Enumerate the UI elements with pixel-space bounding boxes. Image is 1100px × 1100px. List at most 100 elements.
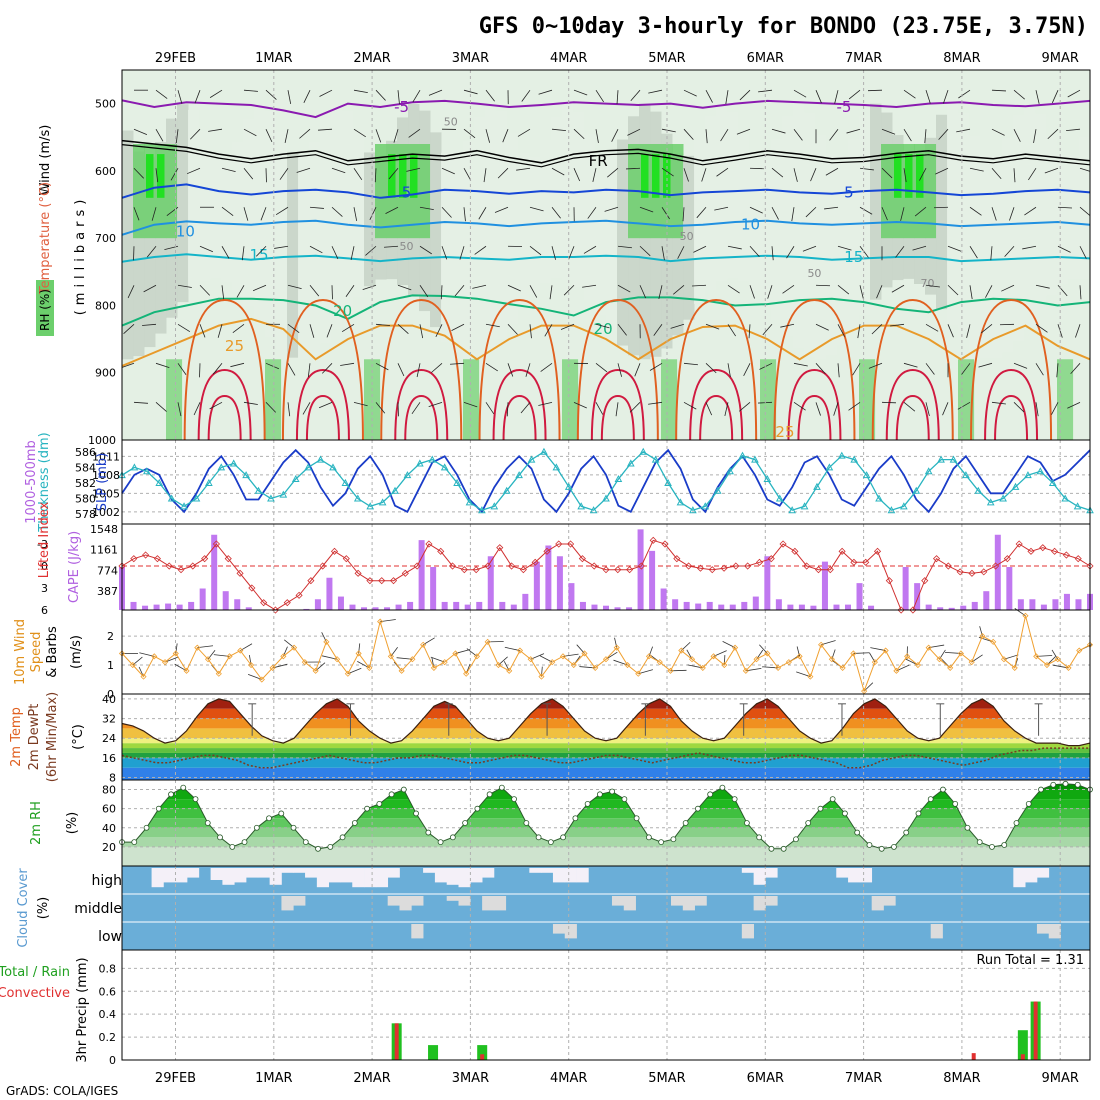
wind-barb <box>517 128 531 137</box>
wind-barb <box>891 284 905 293</box>
wind-barb <box>683 401 697 410</box>
cape-bar <box>1029 599 1036 610</box>
wind-barb <box>727 245 742 250</box>
wind-barb <box>727 284 740 294</box>
thickness-point <box>602 494 610 502</box>
wind-barb <box>236 285 245 298</box>
thickness-point <box>1011 482 1020 490</box>
wind-barb <box>802 245 817 252</box>
rh-cell <box>485 103 497 352</box>
lifted-index-point <box>307 577 315 585</box>
cape-bar <box>337 596 344 610</box>
lifted-index-point <box>425 540 433 548</box>
wind-speed-point <box>828 656 835 663</box>
tick-label: 578 <box>75 508 96 521</box>
wind-barb <box>573 401 587 409</box>
lifted-index-point <box>708 566 716 574</box>
cloud-cell <box>458 896 471 906</box>
wind-barb <box>617 245 632 249</box>
wind-speed-point <box>463 670 470 677</box>
wind-barb <box>749 285 755 299</box>
wind-barb <box>331 206 343 217</box>
wind-barb <box>1001 284 1015 292</box>
wind-barb <box>175 129 179 144</box>
tick-label: 1002 <box>92 506 120 519</box>
rh-point <box>266 815 272 822</box>
wind-barb <box>627 128 641 136</box>
rh-axis-label: (%) <box>65 812 80 835</box>
thickness-point <box>999 494 1007 502</box>
wind-barb <box>859 246 869 258</box>
wind-barb <box>230 362 245 368</box>
rh-cell <box>606 156 618 332</box>
cloud-cell <box>222 868 235 885</box>
wind-barb <box>551 206 561 219</box>
wind-barb <box>1051 90 1059 104</box>
lifted-index-point <box>590 562 598 570</box>
wind-barb <box>302 402 311 415</box>
wind-barb <box>1047 128 1059 140</box>
wind-barb <box>868 362 883 369</box>
thickness-point <box>291 475 300 483</box>
cloud-cell <box>470 868 483 883</box>
wind-barb <box>221 206 234 216</box>
lifted-index-point <box>177 566 185 574</box>
rh-point <box>1013 820 1020 826</box>
rh-cell <box>905 154 913 198</box>
lifted-index-point <box>567 540 575 548</box>
isotherm-line <box>281 298 364 440</box>
cloud-cell <box>564 924 577 939</box>
wind-barb <box>494 206 509 213</box>
wind-barb <box>463 89 478 95</box>
wind-barb <box>560 323 575 330</box>
cloud-cell <box>1048 924 1061 939</box>
rh-band <box>122 799 1090 809</box>
lifted-index-point <box>472 566 480 574</box>
wind-barb <box>604 206 619 212</box>
wind-speed-point <box>1043 661 1051 669</box>
rh-cell <box>727 111 739 279</box>
thickness-point <box>378 498 387 506</box>
wind-barb <box>516 167 531 171</box>
wind-barb <box>616 90 619 105</box>
wind-barb <box>1033 129 1037 144</box>
wind-barb <box>530 653 545 660</box>
wind-speed-point <box>947 664 954 671</box>
wind-barb <box>177 284 192 288</box>
wind-barb <box>925 90 931 104</box>
precip-total-bar <box>477 1045 488 1060</box>
wind-barb <box>782 284 795 294</box>
wind-speed-point <box>291 644 298 651</box>
wind-barb <box>903 362 918 368</box>
rh-point <box>927 796 934 803</box>
precip-convective-bar <box>480 1054 485 1060</box>
cloud-panel-bg <box>122 866 1090 950</box>
cape-bar <box>361 607 367 610</box>
wind-barb <box>1079 285 1082 300</box>
isotherm-label: 15 <box>844 248 863 266</box>
wind-barb <box>142 323 157 326</box>
wind-speed-point <box>839 664 846 671</box>
wind-barb <box>925 284 940 288</box>
wind-barb <box>416 363 421 378</box>
cape-bar <box>660 588 667 610</box>
wind-speed-point <box>387 653 394 660</box>
wind-barb <box>139 652 155 657</box>
cape-bar <box>487 556 494 610</box>
wind-speed-point <box>656 659 663 666</box>
rh-point <box>609 788 616 795</box>
cloud-cell <box>482 868 495 878</box>
wind-axis-label: Speed <box>29 632 44 673</box>
wind-speed-point <box>1011 664 1018 671</box>
rh-cell <box>353 131 365 298</box>
wind-barb <box>193 402 201 416</box>
tick-label: 2 <box>107 630 114 643</box>
rh-cell <box>793 103 805 349</box>
wind-axis-label: 10m Wind <box>13 619 28 685</box>
wind-barb <box>375 89 386 101</box>
rh-cell <box>364 359 381 440</box>
rh-cell <box>474 117 486 359</box>
rh-point <box>915 810 922 817</box>
cloud-cell <box>186 868 200 878</box>
cape-bar <box>683 601 690 610</box>
